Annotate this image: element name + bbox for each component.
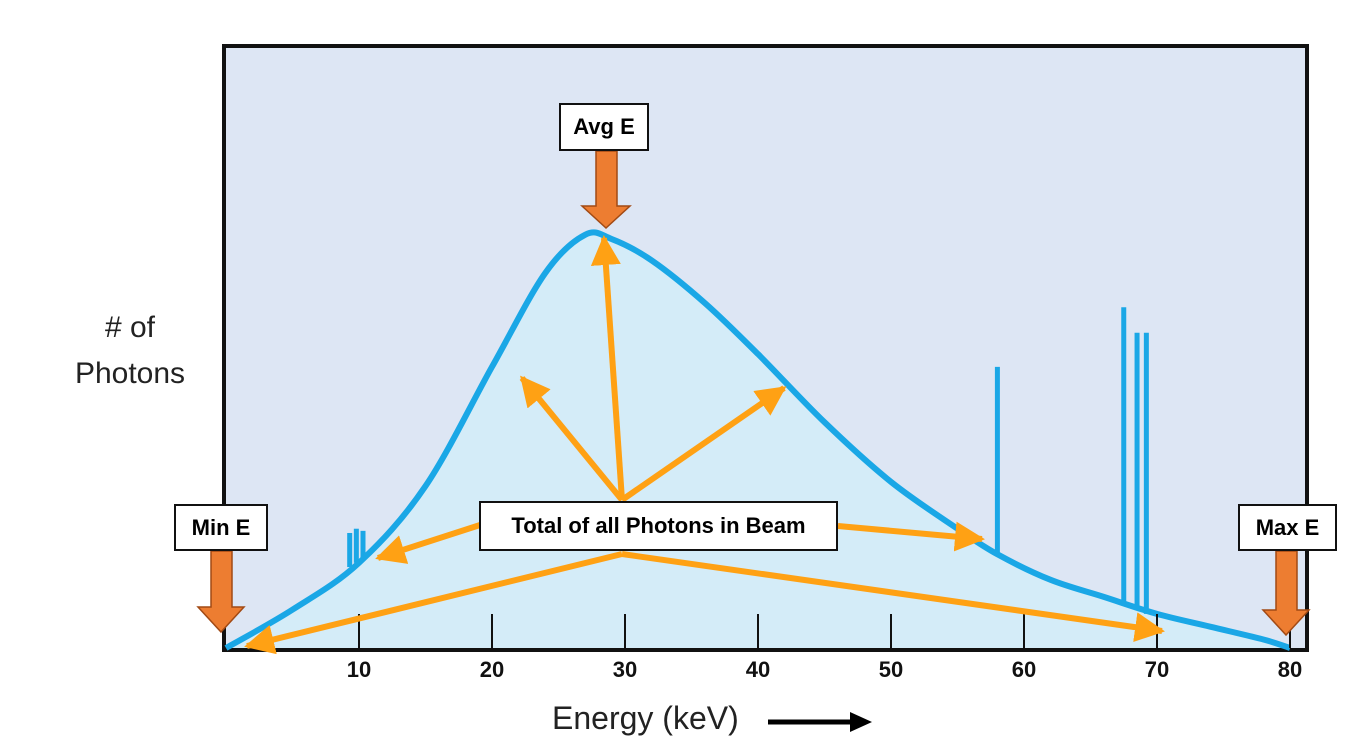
x-tick-label: 60 <box>1012 657 1036 682</box>
max-energy-label: Max E <box>1238 504 1337 551</box>
max-arrow <box>1261 550 1311 637</box>
x-tick-label: 10 <box>347 657 371 682</box>
avg-arrow <box>580 150 632 230</box>
x-axis-label-text: Energy (keV) <box>552 700 739 736</box>
y-axis-label-line-1: # of <box>104 311 156 344</box>
marker-arrows <box>196 150 1311 637</box>
arrow-to-min <box>244 551 623 655</box>
x-axis-label: Energy (keV) <box>552 700 882 737</box>
arrow-to-left-lines <box>375 522 481 564</box>
characteristic-lines <box>347 307 1149 614</box>
min-energy-label: Min E <box>174 504 268 551</box>
y-axis-label-line-2: Photons <box>74 357 186 390</box>
min-arrow <box>196 550 246 634</box>
arrow-to-peak <box>590 235 625 501</box>
x-axis-ticks: 10 20 30 40 50 60 70 80 <box>347 614 1302 682</box>
arrow-to-right-tail <box>621 551 1165 643</box>
spectrum-curve <box>224 229 1291 651</box>
arrow-to-right-mid <box>837 521 985 552</box>
total-photons-label: Total of all Photons in Beam <box>479 501 838 551</box>
x-tick-label: 70 <box>1145 657 1169 682</box>
photon-arrows <box>244 235 1165 655</box>
arrow-to-left-slope <box>519 375 625 502</box>
x-tick-label: 80 <box>1278 657 1302 682</box>
x-tick-label: 30 <box>613 657 637 682</box>
right-arrow-icon <box>767 711 872 732</box>
x-tick-label: 50 <box>879 657 903 682</box>
x-tick-label: 20 <box>480 657 504 682</box>
avg-energy-label: Avg E <box>559 103 649 151</box>
arrow-to-right-slope <box>620 385 787 503</box>
x-tick-label: 40 <box>746 657 770 682</box>
